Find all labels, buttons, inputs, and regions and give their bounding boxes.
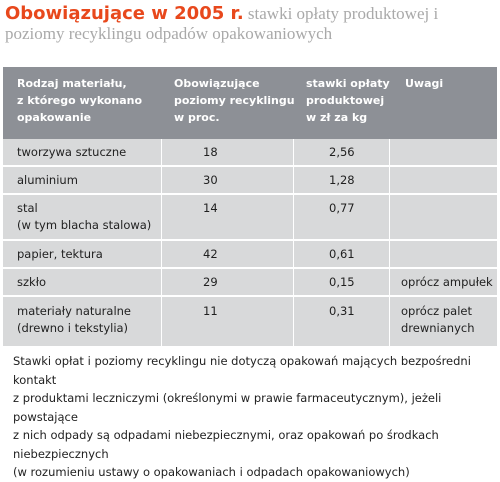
cell-rate: 0,15 <box>329 275 355 289</box>
cell-material: stal (w tym blacha stalowa) <box>17 201 152 232</box>
cell-recycling: 11 <box>203 304 218 318</box>
table-row: stal (w tym blacha stalowa) 14 0,77 <box>3 195 497 239</box>
table-row: szkło 29 0,15 oprócz ampułek <box>3 269 497 295</box>
cell-recycling: 42 <box>203 247 218 261</box>
cell-recycling: 29 <box>203 275 218 289</box>
column-divider <box>293 139 294 346</box>
cell-rate: 0,31 <box>329 304 355 318</box>
cell-material: aluminium <box>17 173 78 187</box>
cell-rate: 1,28 <box>329 173 355 187</box>
table-row: papier, tektura 42 0,61 <box>3 241 497 267</box>
infographic: Obowiązujące w 2005 r. stawki opłaty pro… <box>3 4 497 479</box>
table-row: materiały naturalne (drewno i tekstylia)… <box>3 297 497 346</box>
row-divider <box>3 239 497 241</box>
cell-recycling: 30 <box>203 173 218 187</box>
cell-recycling: 14 <box>203 201 218 215</box>
title-highlight: Obowiązujące w 2005 r. <box>5 3 244 24</box>
cell-rate: 0,77 <box>329 201 355 215</box>
page-title: Obowiązujące w 2005 r. stawki opłaty pro… <box>5 4 495 44</box>
header-notes: Uwagi <box>405 77 444 90</box>
row-divider <box>3 165 497 167</box>
table-row: tworzywa sztuczne 18 2,56 <box>3 139 497 165</box>
footnote: Stawki opłat i poziomy recyklingu nie do… <box>13 354 471 479</box>
rates-table: Rodzaj materiału, z którego wykonano opa… <box>3 67 497 346</box>
header-recycling: Obowiązujące poziomy recyklingu w proc. <box>174 77 295 124</box>
cell-rate: 0,61 <box>329 247 355 261</box>
header-rate: stawki opłaty produktowej w zł za kg <box>306 77 390 124</box>
cell-notes: oprócz ampułek <box>401 275 493 289</box>
row-divider <box>3 267 497 269</box>
column-divider <box>389 139 390 346</box>
cell-rate: 2,56 <box>329 145 355 159</box>
row-divider <box>3 295 497 297</box>
cell-recycling: 18 <box>203 145 218 159</box>
column-divider <box>161 139 162 346</box>
cell-notes: oprócz palet drewnianych <box>401 304 475 335</box>
cell-material: tworzywa sztuczne <box>17 145 127 159</box>
row-divider <box>3 193 497 195</box>
cell-material: materiały naturalne (drewno i tekstylia) <box>17 304 132 335</box>
title-subtitle: stawki opłaty produktowej i poziomy recy… <box>5 4 439 43</box>
table-header: Rodzaj materiału, z którego wykonano opa… <box>3 67 497 139</box>
table-row: aluminium 30 1,28 <box>3 167 497 193</box>
cell-material: szkło <box>17 275 46 289</box>
cell-material: papier, tektura <box>17 247 103 261</box>
header-material: Rodzaj materiału, z którego wykonano opa… <box>17 77 143 124</box>
